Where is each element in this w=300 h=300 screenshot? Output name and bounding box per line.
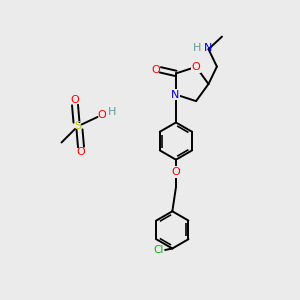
Text: Cl: Cl — [153, 245, 164, 255]
Text: N: N — [204, 43, 213, 53]
Text: O: O — [192, 62, 200, 72]
Text: N: N — [171, 90, 179, 100]
Text: H: H — [193, 43, 201, 53]
Text: S: S — [74, 121, 82, 131]
Text: O: O — [172, 167, 180, 177]
Text: O: O — [152, 65, 161, 75]
Text: H: H — [108, 107, 116, 117]
Text: O: O — [98, 110, 106, 120]
Text: O: O — [70, 94, 80, 105]
Text: O: O — [76, 147, 85, 158]
